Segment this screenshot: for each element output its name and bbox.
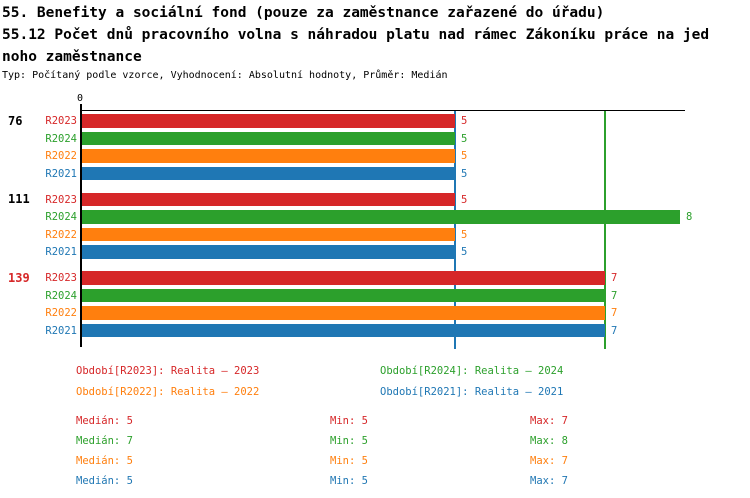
report-meta-line: Typ: Počítaný podle vzorce, Vyhodnocení:… — [2, 70, 448, 81]
stats-row-r2024: Medián: 7 Min: 5 Max: 8 — [0, 435, 750, 449]
report-title-line3: noho zaměstnance — [2, 49, 142, 65]
series-label-r2022: R2022 — [45, 150, 77, 163]
stat-max: Max: 7 — [530, 415, 568, 427]
legend-item-r2024: Období[R2024]: Realita – 2024 — [380, 365, 564, 377]
reference-line-5 — [454, 110, 456, 349]
stat-median: Medián: 5 — [76, 455, 133, 467]
series-label-r2023: R2023 — [45, 115, 77, 127]
legend-item-r2023: Období[R2023]: Realita – 2023 — [76, 365, 260, 377]
bar-value-label: 5 — [461, 132, 468, 145]
x-axis-origin-tick-label: 0 — [76, 93, 84, 104]
stats-row-r2023: Medián: 5 Min: 5 Max: 7 — [0, 415, 750, 429]
series-label-r2021: R2021 — [45, 167, 77, 180]
bar-r2021-139 — [82, 323, 605, 338]
series-label-r2023: R2023 — [45, 193, 77, 206]
legend-item-r2021: Období[R2021]: Realita – 2021 — [380, 386, 564, 398]
stat-min: Min: 5 — [330, 455, 368, 467]
bar-r2024-111 — [82, 210, 680, 224]
bar-value-label: 7 — [611, 324, 618, 337]
bar-r2024-76 — [82, 131, 455, 146]
category-label-111: 111 — [8, 192, 30, 206]
bar-value-label: 5 — [461, 193, 468, 206]
series-label-r2023: R2023 — [45, 272, 77, 284]
bar-r2023-76 — [82, 114, 455, 128]
bar-value-label: 5 — [461, 115, 468, 127]
x-axis-line — [80, 109, 685, 111]
series-label-r2024: R2024 — [45, 132, 77, 145]
bar-value-label: 5 — [461, 167, 468, 180]
series-label-r2021: R2021 — [45, 246, 77, 259]
chart-legend: Období[R2023]: Realita – 2023 Období[R20… — [0, 365, 750, 407]
stats-row-r2022: Medián: 5 Min: 5 Max: 7 — [0, 455, 750, 469]
report-title-line1: 55. Benefity a sociální fond (pouze za z… — [2, 5, 605, 21]
bar-r2022-76 — [82, 149, 455, 163]
series-label-r2024: R2024 — [45, 289, 77, 302]
stat-median: Medián: 5 — [76, 415, 133, 427]
legend-item-r2022: Období[R2022]: Realita – 2022 — [76, 386, 260, 398]
stat-median: Medián: 7 — [76, 435, 133, 447]
bar-r2022-111 — [82, 227, 455, 242]
report-title-line2: 55.12 Počet dnů pracovního volna s náhra… — [2, 27, 710, 43]
stat-min: Min: 5 — [330, 435, 368, 447]
report-header: 55. Benefity a sociální fond (pouze za z… — [2, 2, 750, 83]
stat-max: Max: 8 — [530, 435, 568, 447]
bar-value-label: 7 — [611, 289, 618, 302]
category-label-76: 76 — [8, 113, 23, 128]
bar-value-label: 8 — [686, 211, 693, 224]
series-label-r2021: R2021 — [45, 324, 77, 337]
reference-line-7 — [604, 110, 606, 349]
bar-r2021-76 — [82, 166, 455, 181]
bar-r2024-139 — [82, 288, 605, 303]
stat-max: Max: 7 — [530, 475, 568, 487]
stats-table: Medián: 5 Min: 5 Max: 7 Medián: 7 Min: 5… — [0, 415, 750, 498]
bar-value-label: 7 — [611, 272, 618, 284]
bar-value-label: 5 — [461, 150, 468, 163]
bar-r2021-111 — [82, 245, 455, 259]
stat-min: Min: 5 — [330, 475, 368, 487]
stats-row-r2021: Medián: 5 Min: 5 Max: 7 — [0, 475, 750, 489]
y-axis-line — [80, 104, 82, 347]
stat-median: Medián: 5 — [76, 475, 133, 487]
bar-r2023-139 — [82, 271, 605, 285]
series-label-r2024: R2024 — [45, 211, 77, 224]
bar-value-label: 7 — [611, 307, 618, 320]
series-label-r2022: R2022 — [45, 228, 77, 241]
bar-r2023-111 — [82, 192, 455, 206]
bar-r2022-139 — [82, 306, 605, 320]
series-label-r2022: R2022 — [45, 307, 77, 320]
stat-min: Min: 5 — [330, 415, 368, 427]
stat-max: Max: 7 — [530, 455, 568, 467]
bar-value-label: 5 — [461, 228, 468, 241]
category-label-139: 139 — [8, 270, 30, 285]
bar-value-label: 5 — [461, 246, 468, 259]
